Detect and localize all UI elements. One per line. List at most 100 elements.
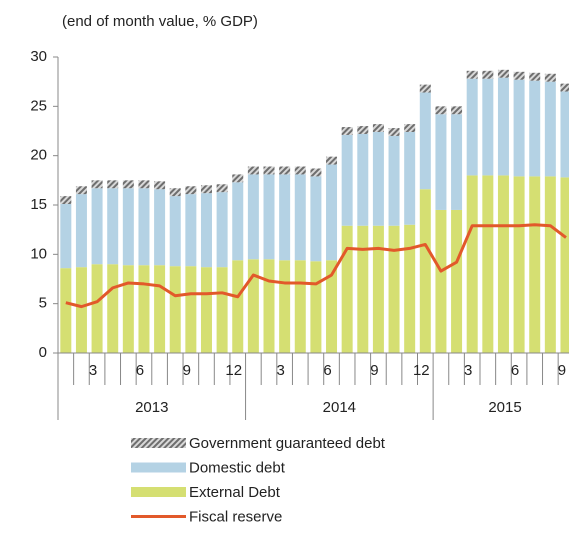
x-tick-label: 9 <box>183 362 191 379</box>
bar-segment <box>294 174 306 261</box>
bar-segment <box>419 84 431 93</box>
bar-segment <box>122 188 134 266</box>
bar-segment <box>294 166 306 175</box>
y-tick-label: 5 <box>39 295 47 312</box>
bar-segment <box>294 260 306 353</box>
bar-segment <box>451 209 463 353</box>
bar-segment <box>60 268 72 353</box>
bar-segment <box>341 127 353 135</box>
bar-segment <box>232 260 244 353</box>
bar-segment <box>529 176 541 353</box>
bar-segment <box>154 265 166 353</box>
bar-segment <box>200 193 212 268</box>
bar-segment <box>232 174 244 183</box>
bar-segment <box>310 176 322 262</box>
x-tick-label: 9 <box>370 362 378 379</box>
x-tick-label: 12 <box>413 362 430 379</box>
bar-segment <box>279 260 291 353</box>
bar-segment <box>91 264 103 353</box>
legend-swatch <box>131 462 186 473</box>
bar-segment <box>372 225 384 353</box>
x-tick-label: 12 <box>225 362 242 379</box>
bar-segment <box>216 267 228 353</box>
bar-segment <box>451 106 463 115</box>
bar-segment <box>169 188 181 197</box>
bar-segment <box>544 81 556 177</box>
y-tick-label: 0 <box>39 344 47 361</box>
bar-segment <box>482 175 494 353</box>
bar-segment <box>466 70 478 79</box>
bar-segment <box>560 177 569 353</box>
bar-segment <box>451 114 463 210</box>
bar-segment <box>185 266 197 353</box>
x-tick-label: 6 <box>511 362 519 379</box>
bar-segment <box>169 196 181 267</box>
bar-segment <box>279 166 291 175</box>
y-tick-label: 30 <box>30 48 47 65</box>
bar-segment <box>247 174 259 260</box>
bar-segment <box>466 175 478 353</box>
bar-segment <box>138 265 150 353</box>
bar-segment <box>310 168 322 177</box>
bar-segment <box>357 133 369 226</box>
bar-segment <box>60 204 72 269</box>
bar-segment <box>419 189 431 353</box>
legend-label: Domestic debt <box>189 459 286 476</box>
bar-segment <box>341 134 353 226</box>
bar-segment <box>482 78 494 176</box>
bar-segment <box>263 259 275 353</box>
legend-label: External Debt <box>189 484 281 501</box>
bar-segment <box>497 77 509 176</box>
bar-segment <box>529 80 541 177</box>
legend-swatch <box>131 487 186 497</box>
legend-swatch <box>131 438 186 448</box>
bar-segment <box>497 175 509 353</box>
bar-segment <box>216 184 228 193</box>
chart-subtitle: (end of month value, % GDP) <box>62 13 258 30</box>
bar-segment <box>482 70 494 79</box>
bar-segment <box>60 196 72 205</box>
bar-segment <box>232 182 244 261</box>
bar-segment <box>560 83 569 92</box>
bar-segment <box>185 186 197 195</box>
bar-segment <box>75 194 87 268</box>
y-tick-label: 25 <box>30 97 47 114</box>
bar-segment <box>404 224 416 353</box>
x-tick-label: 3 <box>276 362 284 379</box>
line-series <box>65 223 567 309</box>
bar-segment <box>138 188 150 266</box>
bar-segment <box>372 124 384 132</box>
bar-segment <box>497 69 509 78</box>
bar-segment <box>419 92 431 190</box>
bar-segment <box>122 180 134 189</box>
bar-segment <box>388 225 400 353</box>
bar-segment <box>544 73 556 82</box>
bar-segment <box>247 259 259 353</box>
bar-segment <box>372 131 384 226</box>
bar-segment <box>200 185 212 194</box>
bar-segment <box>357 225 369 353</box>
bar-segment <box>107 180 119 189</box>
bar-segment <box>529 72 541 81</box>
bar-segment <box>247 166 259 175</box>
year-label: 2014 <box>323 399 356 416</box>
year-label: 2015 <box>488 399 521 416</box>
bar-segment <box>435 114 447 210</box>
bar-segment <box>107 188 119 265</box>
bar-segment <box>513 71 525 80</box>
bar-segment <box>185 194 197 267</box>
bar-segment <box>107 264 119 353</box>
x-tick-label: 6 <box>136 362 144 379</box>
bar-segment <box>154 189 166 266</box>
bar-segment <box>544 176 556 353</box>
x-tick-label: 3 <box>89 362 97 379</box>
legend-label: Government guaranteed debt <box>189 435 386 452</box>
x-tick-label: 3 <box>464 362 472 379</box>
bar-segment <box>404 124 416 132</box>
bar-segment <box>388 128 400 136</box>
bar-segment <box>326 260 338 353</box>
bar-segment <box>466 78 478 176</box>
bar-segment <box>513 79 525 177</box>
